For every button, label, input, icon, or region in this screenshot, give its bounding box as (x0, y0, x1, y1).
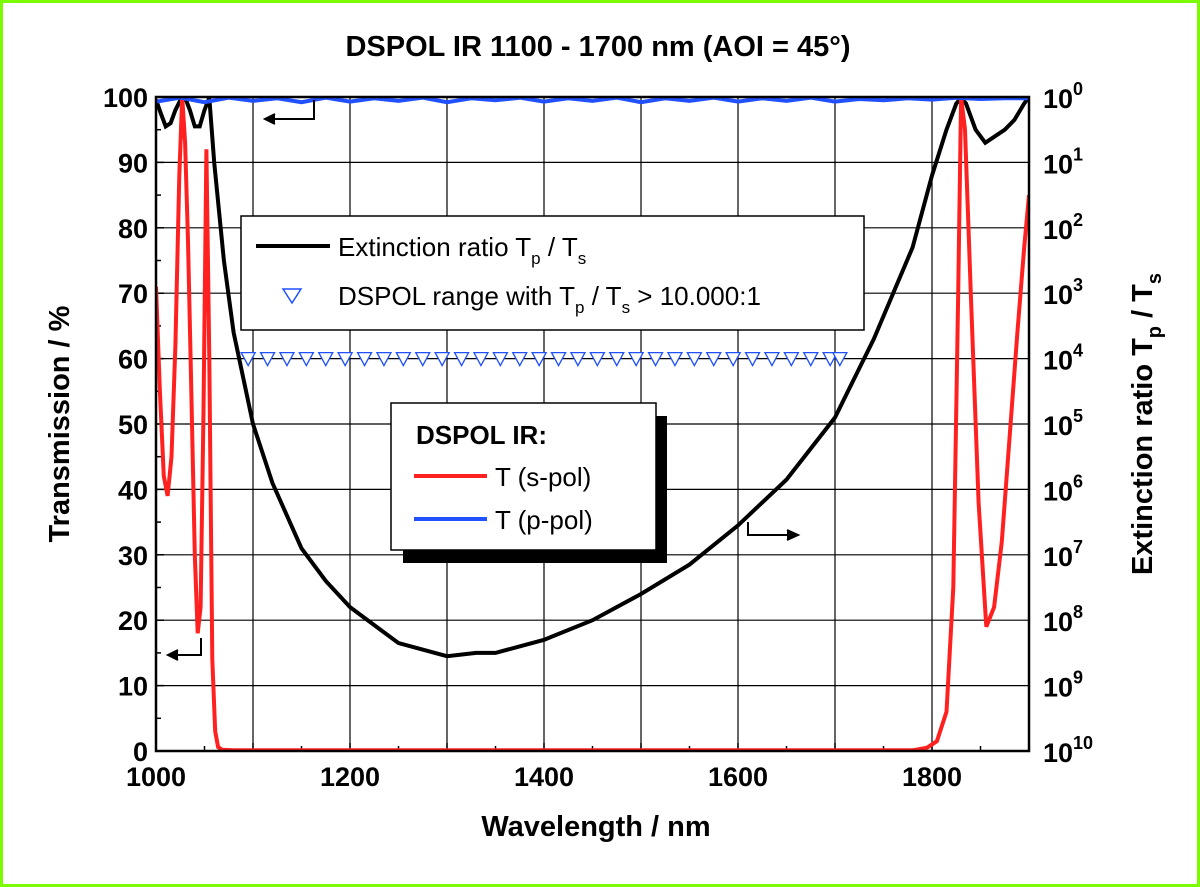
dspol-range-marker (569, 351, 587, 367)
series-p-pol-line (156, 97, 1029, 105)
dspol-range-marker (531, 351, 548, 367)
dspol-range-marker (647, 351, 664, 367)
dspol-range-marker (725, 351, 742, 367)
y-right-tick-label: 105 (1043, 406, 1083, 441)
dspol-range-marker (434, 351, 451, 367)
right-axis-arrow (747, 522, 801, 541)
dspol-range-marker (278, 351, 296, 367)
dspol-range-markers (240, 351, 848, 367)
series-extinction-ratio-line (156, 97, 1029, 659)
dspol-range-marker (628, 351, 645, 367)
dspol-range-marker (666, 351, 684, 367)
y-left-tick-labels: 0 10 20 30 40 50 60 70 80 90 100 (103, 83, 148, 767)
y-right-tick-label: 103 (1043, 275, 1083, 310)
x-tick-label: 1400 (514, 762, 574, 792)
y-left-axis-label: Transmission / % (44, 305, 76, 542)
legend-s-pol-label: T (s-pol) (495, 462, 591, 492)
y-left-tick-label: 90 (118, 148, 148, 178)
y-right-axis-label: Extinction ratio Tp / Ts (1127, 273, 1166, 575)
dspol-range-marker (550, 351, 567, 367)
dspol-range-marker (375, 351, 393, 367)
y-right-tick-label: 109 (1043, 668, 1083, 703)
dspol-range-marker (453, 351, 470, 367)
legend-box-heading: DSPOL IR: (416, 420, 547, 450)
y-left-tick-label: 80 (118, 214, 148, 244)
left-axis-arrow-bottom (165, 638, 202, 661)
y-right-tick-label: 101 (1043, 144, 1083, 179)
y-left-tick-label: 20 (118, 606, 148, 636)
plot-area-border (154, 95, 1031, 753)
x-axis-label: Wavelength / nm (481, 811, 710, 843)
dspol-range-marker (831, 351, 848, 367)
dspol-range-marker (744, 351, 761, 367)
dspol-range-marker (763, 351, 781, 367)
dspol-range-marker (705, 351, 722, 367)
y-left-tick-label: 30 (118, 541, 148, 571)
y-left-tick-label: 100 (103, 83, 148, 113)
dspol-range-marker (298, 351, 315, 367)
dspol-range-marker (822, 351, 839, 367)
y-right-tick-label: 100 (1043, 79, 1083, 114)
y-right-tick-label: 104 (1043, 341, 1083, 376)
legend-p-pol-label: T (p-pol) (495, 505, 593, 535)
x-tick-label: 1600 (708, 762, 768, 792)
legend-triangle-marker (281, 288, 303, 305)
dspol-range-marker (414, 351, 431, 367)
dspol-range-marker (395, 351, 412, 367)
chart-title: DSPOL IR 1100 - 1700 nm (AOI = 45°) (345, 31, 850, 63)
dspol-range-marker (511, 351, 528, 367)
y-left-tick-label: 50 (118, 410, 148, 440)
dspol-range-marker (356, 351, 373, 367)
dspol-range-marker (686, 351, 703, 367)
y-left-tick-label: 0 (133, 737, 148, 767)
dspol-range-marker (240, 351, 257, 367)
dspol-range-marker (472, 351, 490, 367)
y-right-tick-label: 102 (1043, 210, 1083, 245)
y-left-tick-label: 70 (118, 279, 148, 309)
y-left-tick-label: 40 (118, 475, 148, 505)
y-right-tick-label: 1010 (1043, 733, 1093, 768)
dspol-range-marker (802, 351, 819, 367)
x-tick-label: 1000 (126, 762, 186, 792)
x-tick-label: 1200 (320, 762, 380, 792)
dspol-range-marker (259, 351, 276, 367)
y-left-tick-label: 10 (118, 672, 148, 702)
dspol-range-marker (589, 351, 606, 367)
legend-top: Extinction ratio Tp / Ts DSPOL range wit… (240, 215, 865, 331)
legend-extinction-label: Extinction ratio Tp / Ts (338, 232, 586, 268)
dspol-range-marker (337, 351, 354, 367)
dspol-range-marker (317, 351, 334, 367)
y-right-tick-label: 106 (1043, 471, 1083, 506)
left-axis-arrow-top (262, 100, 315, 125)
legend-box: DSPOL IR: T (s-pol) T (p-pol) (390, 402, 667, 563)
y-right-tick-label: 108 (1043, 602, 1083, 637)
y-left-tick-label: 60 (118, 345, 148, 375)
y-right-tick-label: 107 (1043, 537, 1083, 572)
y-right-tick-labels: 100 101 102 103 104 105 106 107 108 109 1010 (1043, 79, 1093, 768)
dspol-range-marker (783, 351, 800, 367)
x-tick-labels: 1000 1200 1400 1600 1800 (126, 762, 962, 792)
legend-dspol-range-label: DSPOL range with Tp / Ts > 10.000:1 (338, 281, 761, 317)
dspol-range-marker (492, 351, 509, 367)
dspol-range-marker (608, 351, 625, 367)
x-tick-label: 1800 (902, 762, 962, 792)
